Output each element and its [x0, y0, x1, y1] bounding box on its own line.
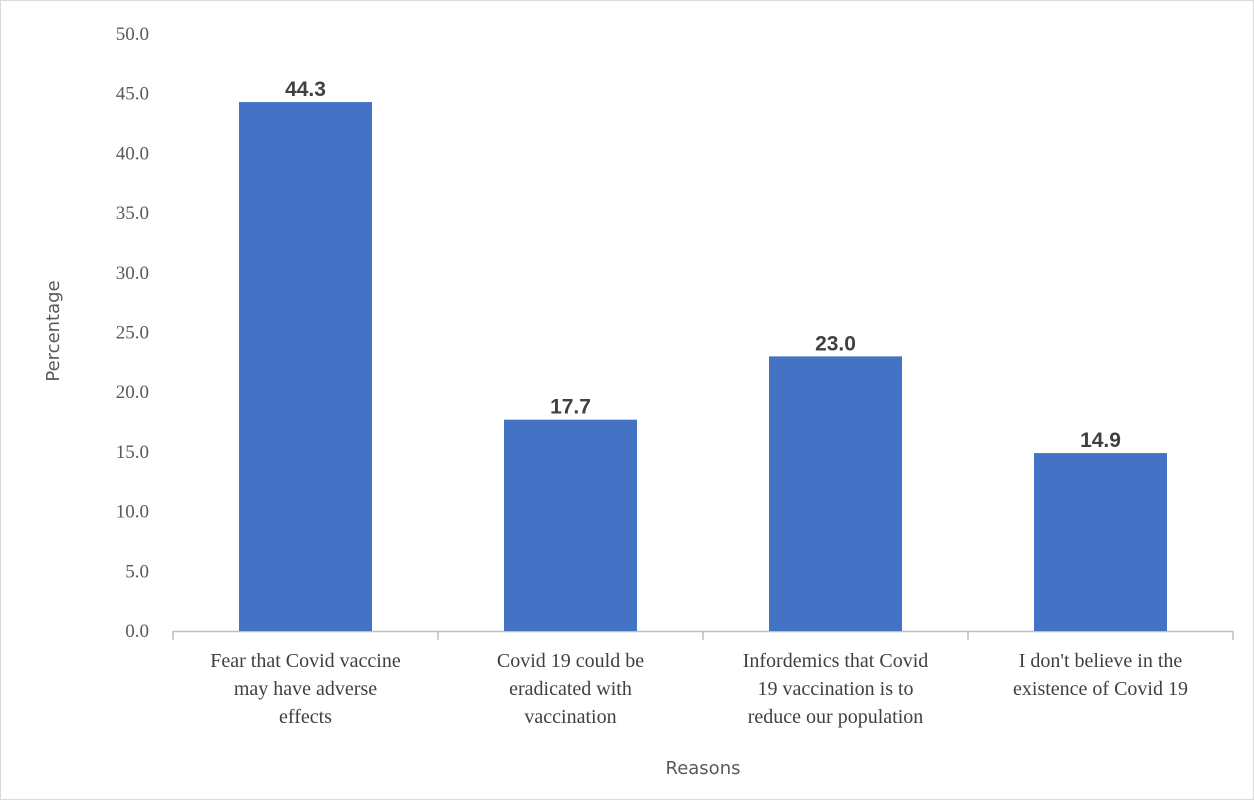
- bar: [239, 102, 372, 632]
- category-label: I don't believe in the existence of Covid…: [1013, 650, 1188, 700]
- data-labels: 44.3 17.7 23.0 14.9: [285, 78, 1121, 452]
- y-tick-label: 5.0: [125, 561, 149, 582]
- y-tick-label: 15.0: [116, 442, 149, 463]
- category-label: Covid 19 could be eradicated with vaccinat…: [497, 650, 644, 728]
- y-tick-label: 45.0: [116, 84, 149, 105]
- y-tick-label: 25.0: [116, 323, 149, 344]
- y-tick-label: 30.0: [116, 263, 149, 284]
- category-label: Fear that Covid vaccine may have adverse e…: [210, 650, 401, 728]
- y-tick-label: 20.0: [116, 382, 149, 403]
- bar: [769, 356, 902, 631]
- data-label: 44.3: [285, 78, 326, 101]
- category-labels: Fear that Covid vaccine may have adverse e…: [210, 650, 1188, 728]
- y-tick-label: 40.0: [116, 143, 149, 164]
- category-label: Infordemics that Covid 19 vaccination is …: [743, 650, 929, 728]
- y-tick-label: 0.0: [125, 621, 149, 642]
- y-tick-label: 35.0: [116, 203, 149, 224]
- bar: [504, 419, 637, 631]
- y-axis-ticks: 0.0 5.0 10.0 15.0 20.0 25.0 30.0 35.0 40.0 45.0 50…: [116, 24, 149, 642]
- bars: [239, 102, 1167, 632]
- data-label: 17.7: [550, 396, 591, 419]
- x-axis-title: Reasons: [666, 758, 741, 779]
- y-axis-title: Percentage: [43, 280, 64, 381]
- bar: [1034, 453, 1167, 631]
- y-tick-label: 10.0: [116, 502, 149, 523]
- data-label: 14.9: [1080, 429, 1121, 452]
- x-axis-tick-marks: [172, 631, 1234, 640]
- data-label: 23.0: [815, 332, 856, 355]
- y-tick-label: 50.0: [116, 24, 149, 45]
